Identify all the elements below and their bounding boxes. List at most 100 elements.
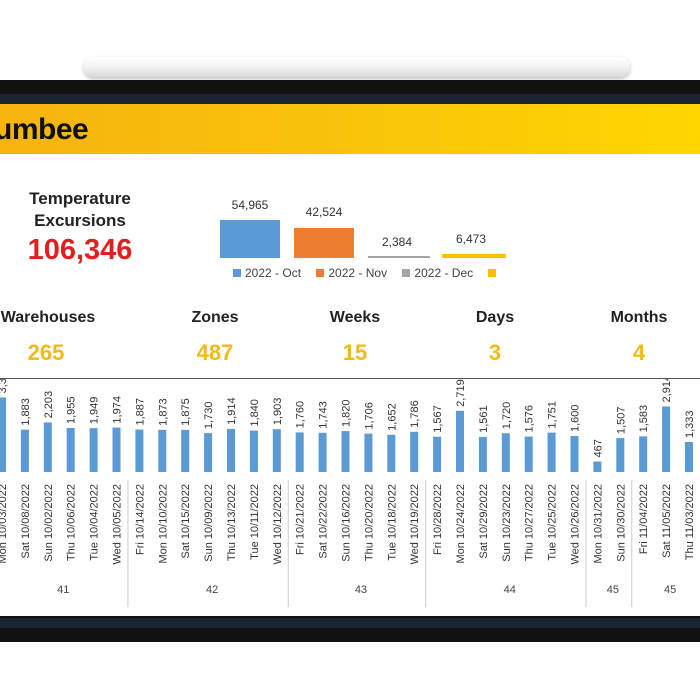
bar-value-label: 2,203 — [43, 391, 55, 419]
legend-swatch — [488, 269, 497, 277]
stat-value-warehouses: 265 — [27, 340, 65, 365]
chart-top-border — [0, 378, 700, 379]
bar-value-label: 3,313 — [0, 379, 9, 393]
week-label: 41 — [57, 584, 69, 596]
bar-value-label: 1,743 — [318, 401, 330, 429]
category-label: Wed 10/19/2022 — [409, 484, 421, 565]
chart-bar — [89, 428, 98, 472]
stat-value-zones: 487 — [196, 340, 234, 365]
category-label: Tue 10/11/2022 — [249, 484, 261, 560]
chart-bar — [410, 431, 419, 472]
category-label: Fri 10/21/2022 — [295, 484, 307, 555]
stat-label-warehouses: Warehouses — [0, 309, 96, 326]
chart-bar — [501, 433, 510, 472]
chart-bar — [249, 430, 258, 472]
chart-bar — [364, 433, 373, 472]
bar-value-label: 1,786 — [409, 400, 421, 428]
bezel-bottom-line — [0, 618, 700, 628]
chart-bar — [204, 433, 213, 472]
stat-label-months: Months — [610, 309, 668, 326]
category-label: Sun 10/30/2022 — [615, 484, 627, 562]
week-label: 44 — [504, 584, 516, 596]
category-label: Thu 10/13/2022 — [226, 484, 238, 561]
bar-value-label: 467 — [592, 439, 604, 457]
chart-bar — [158, 429, 167, 472]
chart-bar — [318, 432, 327, 472]
kpi-label: Temperature Excursions — [29, 189, 131, 230]
bar-value-label: 1,730 — [203, 402, 215, 430]
bar-value-label: 1,720 — [501, 402, 513, 430]
bar-value-label: 1,903 — [272, 398, 284, 426]
category-label: Thu 10/27/2022 — [524, 484, 536, 561]
legend-label: 2022 - Nov — [328, 266, 388, 280]
bar-value-label: 1,567 — [432, 405, 444, 433]
bar-value-label: 1,600 — [570, 404, 582, 432]
category-label: Mon 10/31/2022 — [592, 484, 604, 564]
chart-bar — [272, 429, 281, 472]
category-label: Thu 10/20/2022 — [363, 484, 375, 561]
category-label: Fri 10/14/2022 — [134, 484, 146, 555]
week-label: 43 — [355, 584, 367, 596]
legend-label: 2022 - Oct — [245, 266, 302, 280]
chart-bar — [0, 397, 6, 472]
stat-value-weeks: 15 — [342, 340, 368, 365]
chart-bar — [387, 434, 396, 472]
chart-bar — [616, 438, 625, 472]
category-label: Sat 10/08/2022 — [20, 484, 32, 559]
chart-bar — [341, 431, 350, 472]
category-label: Sun 10/23/2022 — [501, 484, 513, 562]
chart-bar — [524, 436, 533, 472]
bar-value-label: 1,887 — [134, 398, 146, 426]
category-label: Wed 10/12/2022 — [272, 484, 284, 565]
month-value: 2,384 — [381, 235, 413, 249]
bar-value-label: 1,949 — [89, 397, 101, 425]
chart-bar — [478, 436, 487, 472]
chart-bar — [456, 410, 464, 472]
month-bar-nov — [294, 228, 354, 258]
month-value: 54,965 — [231, 198, 269, 212]
bar-value-label: 1,840 — [249, 399, 261, 427]
category-label: Sun 10/16/2022 — [341, 484, 353, 562]
month-value: 6,473 — [455, 232, 487, 246]
stat-value-months: 4 — [632, 340, 646, 365]
category-label: Sun 10/02/2022 — [43, 484, 55, 562]
brand-logo: umbee — [0, 113, 89, 146]
legend-label: 2022 - Dec — [414, 266, 474, 280]
category-label: Mon 10/24/2022 — [455, 484, 467, 564]
month-value: 42,524 — [305, 205, 343, 219]
chart-bar — [20, 429, 29, 472]
category-label: Thu 11/03/2022 — [684, 484, 696, 560]
bar-value-label: 1,974 — [112, 396, 124, 424]
category-label: Sat 10/22/2022 — [318, 484, 330, 559]
category-label: Wed 10/26/2022 — [570, 484, 582, 565]
daily-excursions-chart: 3,313 Mon 10/03/2022 1,883 Sat 10/08/2022 2,… — [0, 379, 696, 607]
chart-bar — [227, 428, 235, 472]
category-label: Fri 11/04/2022 — [638, 484, 650, 554]
bar-value-label: 1,576 — [524, 405, 536, 433]
chart-bar — [639, 436, 648, 472]
category-label: Tue 10/25/2022 — [547, 484, 559, 561]
stat-label-days: Days — [475, 309, 515, 326]
chart-bar — [181, 429, 190, 472]
stat-label-weeks: Weeks — [329, 309, 381, 326]
category-label: Fri 10/28/2022 — [432, 484, 444, 555]
chart-bar — [662, 406, 671, 472]
month-bar-oct — [220, 220, 280, 258]
bar-value-label: 1,751 — [547, 401, 559, 429]
monthly-legend: 2022 - Oct 2022 - Nov 2022 - Dec — [233, 266, 512, 280]
legend-swatch — [402, 269, 411, 277]
bar-value-label: 1,875 — [180, 398, 192, 426]
category-label: Wed 10/05/2022 — [112, 484, 124, 565]
legend-swatch — [233, 269, 241, 277]
category-label: Mon 10/10/2022 — [157, 484, 169, 564]
chart-bar — [433, 436, 442, 472]
legend-item: 2022 - Oct — [233, 266, 301, 280]
stat-label-zones: Zones — [191, 309, 239, 326]
category-label: Sat 11/05/2022 — [661, 484, 673, 558]
chart-bar — [135, 429, 144, 472]
chart-bar — [547, 432, 556, 472]
chart-bar — [112, 427, 121, 472]
bar-value-label: 1,873 — [157, 398, 169, 426]
category-label: Sat 10/29/2022 — [478, 484, 490, 559]
category-label: Sun 10/09/2022 — [203, 484, 215, 562]
